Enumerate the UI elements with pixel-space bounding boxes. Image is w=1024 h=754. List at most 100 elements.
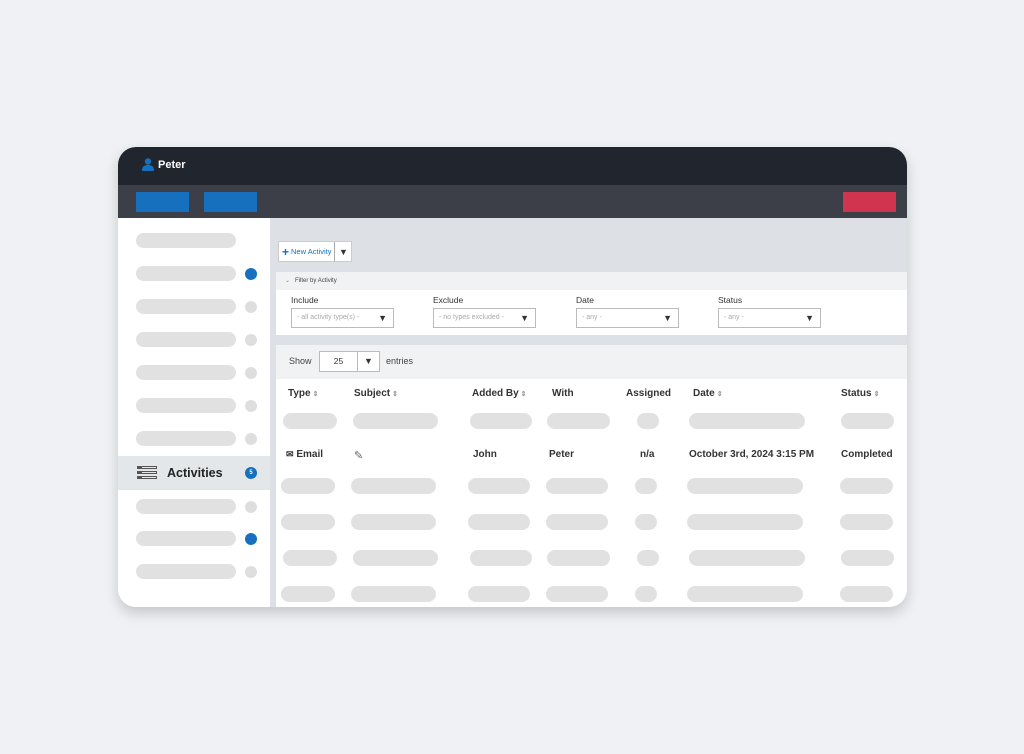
entries-label: entries (386, 356, 414, 366)
column-header-label: With (552, 388, 574, 399)
sidebar-item-placeholder (136, 531, 236, 546)
column-header-label: Type (288, 388, 311, 399)
placeholder-cell (351, 586, 436, 602)
placeholder-cell (840, 586, 893, 602)
caret-down-icon: ▼ (364, 356, 373, 366)
status-placeholder: - any - (724, 314, 744, 321)
sidebar-item-placeholder (136, 398, 236, 413)
placeholder-cell (635, 586, 657, 602)
placeholder-cell (468, 586, 530, 602)
page-size-select[interactable]: 25 ▼ (319, 351, 380, 372)
table-cell-date: October 3rd, 2024 3:15 PM (689, 449, 815, 460)
placeholder-cell (468, 478, 530, 494)
placeholder-cell (841, 413, 894, 429)
sidebar-status-dot (245, 433, 257, 445)
placeholder-cell (687, 514, 803, 530)
sidebar-item[interactable] (118, 522, 270, 555)
user-icon (142, 158, 154, 171)
column-header-subject[interactable]: Subject ⇕ (354, 388, 398, 399)
count-badge: 5 (245, 467, 257, 479)
column-header-assigned: Assigned (626, 388, 671, 399)
user-name: Peter (158, 158, 186, 171)
sidebar-item-activities[interactable]: Activities 5 (118, 456, 270, 490)
column-header-status[interactable]: Status ⇕ (841, 388, 879, 399)
include-select[interactable]: - all activity type(s) - ▼ (291, 308, 394, 328)
sidebar-item-placeholder (136, 266, 236, 281)
sidebar-item-placeholder (136, 431, 236, 446)
status-label: Status (718, 295, 743, 305)
app-window: Peter Activities 5 (118, 147, 907, 607)
sidebar-item[interactable] (118, 555, 270, 588)
activities-table: Type ⇕ Subject ⇕ Added By ⇕ With Assigned D… (276, 379, 907, 607)
placeholder-cell (468, 514, 530, 530)
new-activity-label: New Activity (291, 247, 332, 256)
placeholder-cell (470, 413, 532, 429)
placeholder-cell (546, 586, 608, 602)
sidebar-item[interactable] (118, 422, 270, 455)
placeholder-cell (546, 514, 608, 530)
danger-action-button[interactable] (843, 192, 896, 212)
placeholder-cell (687, 586, 803, 602)
placeholder-cell (283, 550, 337, 566)
sidebar-status-dot (245, 301, 257, 313)
status-filter: Status - any - ▼ (718, 295, 821, 328)
exclude-placeholder: - no types excluded - (439, 314, 504, 321)
placeholder-cell (635, 478, 657, 494)
sidebar-status-dot (245, 400, 257, 412)
sort-icon: ⇕ (392, 391, 398, 398)
placeholder-cell (547, 413, 610, 429)
status-select[interactable]: - any - ▼ (718, 308, 821, 328)
caret-down-icon: ▼ (805, 313, 814, 323)
envelope-icon: ✉ (286, 449, 294, 459)
caret-down-icon: ▼ (338, 246, 348, 257)
sidebar-item[interactable] (118, 224, 270, 257)
new-activity-dropdown-toggle[interactable]: ▼ (335, 242, 351, 261)
exclude-label: Exclude (433, 295, 464, 305)
primary-action-button-1[interactable] (136, 192, 189, 212)
column-header-date[interactable]: Date ⇕ (693, 388, 723, 399)
sort-icon: ⇕ (873, 391, 880, 398)
action-toolbar (118, 185, 907, 218)
sidebar-item[interactable] (118, 389, 270, 422)
sidebar-item-placeholder (136, 299, 236, 314)
placeholder-cell (840, 514, 893, 530)
date-placeholder: - any - (582, 314, 602, 321)
placeholder-cell (547, 550, 610, 566)
sidebar-item[interactable] (118, 490, 270, 523)
date-select[interactable]: - any - ▼ (576, 308, 679, 328)
column-header-added-by[interactable]: Added By ⇕ (472, 388, 527, 399)
new-activity-button[interactable]: + New Activity (279, 242, 336, 261)
top-bar: Peter (118, 147, 907, 185)
placeholder-cell (353, 413, 438, 429)
table-cell-with: Peter (549, 449, 575, 460)
sidebar-item-label: Activities (167, 466, 223, 480)
sidebar-status-dot (245, 533, 257, 545)
include-label: Include (291, 295, 319, 305)
placeholder-cell (281, 514, 335, 530)
placeholder-cell (281, 586, 335, 602)
placeholder-cell (470, 550, 532, 566)
edit-icon[interactable]: ✎ (354, 450, 364, 462)
placeholder-cell (841, 550, 894, 566)
sidebar-item-placeholder (136, 365, 236, 380)
sidebar-item[interactable] (118, 323, 270, 356)
column-header-label: Date (693, 388, 715, 399)
sidebar-item-placeholder (136, 332, 236, 347)
sidebar-item[interactable] (118, 290, 270, 323)
caret-down-icon: ▼ (378, 313, 387, 323)
user-menu[interactable]: Peter (142, 158, 186, 171)
placeholder-cell (351, 514, 436, 530)
sidebar-status-dot (245, 334, 257, 346)
sidebar-item[interactable] (118, 356, 270, 389)
sidebar-item[interactable] (118, 257, 270, 290)
column-header-type[interactable]: Type ⇕ (288, 388, 318, 399)
sidebar-divider (270, 218, 276, 607)
placeholder-cell (840, 478, 893, 494)
primary-action-button-2[interactable] (204, 192, 257, 212)
table-cell-status: Completed (841, 449, 893, 460)
placeholder-cell (353, 550, 438, 566)
filter-toggle[interactable]: ⌄ Filter by Activity (276, 272, 907, 290)
exclude-select[interactable]: - no types excluded - ▼ (433, 308, 536, 328)
filter-heading: Filter by Activity (295, 278, 337, 284)
list-icon (137, 466, 157, 479)
